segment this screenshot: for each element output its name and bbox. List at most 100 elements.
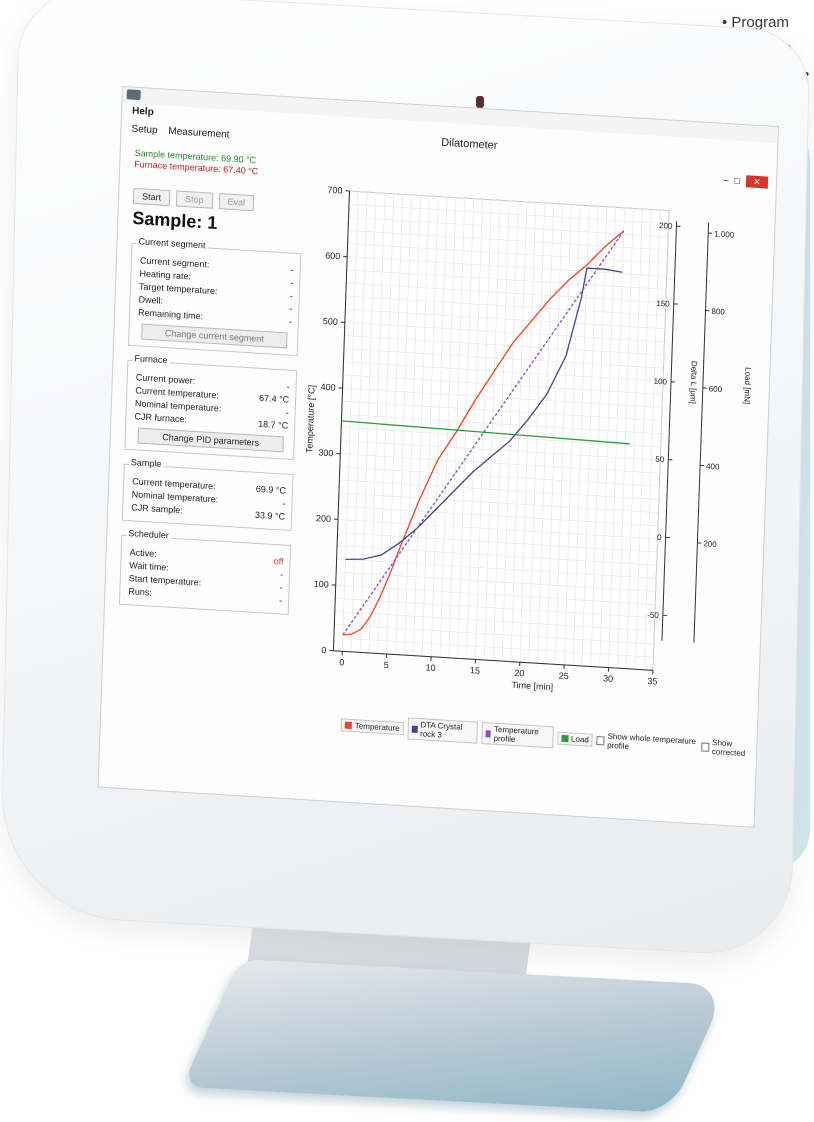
checkbox-box — [596, 735, 605, 745]
close-icon[interactable]: ✕ — [745, 175, 769, 189]
legend-swatch — [411, 725, 418, 733]
y-tick-label: 100 — [314, 579, 329, 590]
stop-button[interactable]: Stop — [175, 190, 213, 209]
y-tick-label: 0 — [321, 645, 326, 655]
grid-line — [337, 532, 658, 553]
x-tick-label: 20 — [514, 668, 524, 679]
y2-axis-label: Delta L [μm] — [688, 361, 698, 405]
show-corrected-checkbox[interactable]: Show corrected — [701, 737, 756, 758]
kv-value: - — [286, 381, 290, 392]
bullet-1: • Program — [722, 14, 789, 31]
kv-value: - — [279, 582, 283, 593]
grid-line — [346, 269, 667, 290]
grid-line — [339, 466, 660, 487]
app-icon — [126, 89, 141, 101]
maximize-icon[interactable]: □ — [734, 175, 741, 186]
kv-value: 69.9 °C — [255, 483, 287, 496]
kv-label: Runs: — [128, 586, 153, 598]
grid-line — [348, 230, 668, 251]
grid-line — [340, 440, 661, 461]
grid-line — [581, 206, 599, 666]
grid-line — [563, 205, 581, 665]
kv-value: 33.9 °C — [254, 509, 286, 522]
legend-item-dta[interactable]: DTA Crystal rock 3 — [407, 717, 478, 744]
monitor-screen: Help Setup Measurement Dilatometer – □ ✕… — [97, 86, 779, 828]
y2-tick-label: 0 — [657, 533, 662, 542]
grid-line — [346, 282, 666, 303]
y2-tick-label: 100 — [654, 377, 668, 387]
grid-line — [501, 201, 519, 662]
control-panel: Sample temperature: 69.90 °C Furnace tem… — [115, 148, 304, 718]
bullet-3: • — [804, 66, 810, 83]
legend-item-temperature[interactable]: Temperature — [340, 717, 404, 735]
grid-line — [343, 374, 663, 395]
grid-line — [348, 217, 669, 238]
y2-axis-line — [661, 221, 678, 641]
grid-line — [334, 624, 654, 645]
kv-value: - — [282, 498, 286, 509]
grid-line — [492, 200, 510, 661]
start-button[interactable]: Start — [132, 187, 171, 207]
menu-help[interactable]: Help — [131, 105, 154, 118]
kv-label: CJR sample: — [131, 502, 183, 516]
kv-value: - — [285, 407, 289, 418]
grid-line — [347, 256, 667, 277]
grid-line — [341, 414, 662, 435]
sample-group: Sample Current temperature: 69.9 °C Nomin… — [121, 456, 294, 532]
kv-value: 67.4 °C — [258, 392, 290, 405]
x-tick-label: 0 — [339, 657, 344, 667]
y2-tick-label: 200 — [659, 221, 673, 231]
legend-item-temperature-profile[interactable]: Temperature profile — [480, 721, 554, 749]
y-tick-label: 700 — [327, 185, 342, 196]
x-tick-label: 30 — [603, 673, 613, 684]
grid-line — [652, 210, 670, 671]
series-temperature-profile — [342, 230, 625, 636]
monitor-stand-base — [181, 959, 729, 1113]
change-segment-button[interactable]: Change current segment — [141, 323, 288, 349]
checkbox-box — [701, 741, 710, 752]
kv-value: - — [288, 316, 293, 327]
kv-label: Remaining time: — [137, 307, 204, 322]
y3-tick-label: 600 — [709, 384, 723, 394]
grid-line — [457, 198, 475, 659]
grid-line — [335, 597, 655, 619]
grid-line — [345, 295, 666, 316]
y3-tick-label: 400 — [706, 462, 720, 472]
minimize-icon[interactable]: – — [723, 174, 729, 186]
kv-value: - — [289, 290, 293, 301]
grid-line — [336, 558, 657, 579]
grid-line — [345, 308, 665, 330]
y3-tick-label: 200 — [703, 539, 717, 549]
grid-line — [430, 197, 448, 657]
group-title: Scheduler — [126, 527, 172, 541]
grid-line — [404, 195, 421, 656]
series-temperature — [342, 230, 625, 636]
change-pid-button[interactable]: Change PID parameters — [137, 427, 284, 453]
grid-line — [439, 197, 457, 658]
grid-line — [340, 453, 660, 474]
menu-setup[interactable]: Setup — [131, 123, 158, 137]
kv-value: - — [278, 595, 283, 606]
kv-value: 18.7 °C — [257, 418, 289, 431]
furnace-group: Furnace Current power: - Current temperat… — [124, 353, 298, 461]
kv-label: CJR furnace: — [134, 411, 188, 425]
grid-line — [342, 400, 662, 422]
grid-line — [337, 519, 658, 540]
grid-line — [349, 190, 669, 211]
eval-button[interactable]: Eval — [218, 193, 255, 212]
group-title: Sample — [128, 456, 164, 470]
grid-line — [537, 203, 554, 664]
show-whole-profile-checkbox[interactable]: Show whole temperature profile — [596, 731, 697, 755]
y2-tick-label: 150 — [656, 299, 670, 309]
y2-tick-label: -50 — [647, 610, 659, 620]
grid-line — [608, 207, 625, 668]
grid-line — [344, 335, 664, 356]
series-dta-crystal-rock-3 — [345, 267, 623, 561]
legend-swatch — [485, 729, 491, 738]
y-tick-label: 600 — [325, 250, 340, 261]
grid-line — [349, 203, 669, 225]
grid-line — [466, 199, 483, 659]
window-controls: – □ ✕ — [723, 174, 769, 189]
legend-item-load[interactable]: Load — [556, 731, 594, 747]
menu-measurement[interactable]: Measurement — [168, 125, 230, 141]
